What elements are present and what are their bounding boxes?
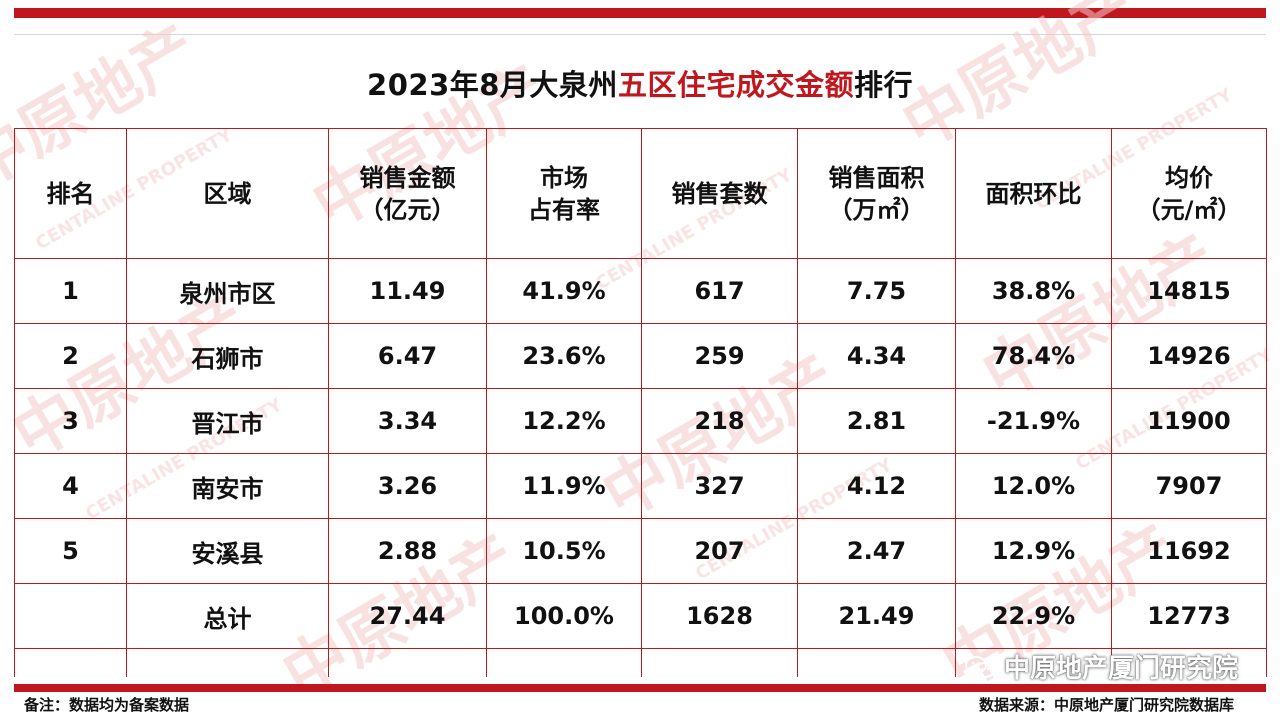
title-highlight: 五区住宅成交金额	[617, 68, 854, 102]
header-area: 销售面积 （万㎡）	[797, 128, 956, 259]
cell-units: 617	[641, 258, 798, 324]
cell-share: 10.5%	[486, 518, 642, 584]
table-row: 3 晋江市 3.34 12.2% 218 2.81 -21.9% 11900	[14, 388, 1267, 454]
table-row: 5 安溪县 2.88 10.5% 207 2.47 12.9% 11692	[14, 518, 1267, 584]
total-row: 总计 27.44 100.0% 1628 21.49 22.9% 12773	[14, 583, 1267, 649]
cell-region: 石狮市	[126, 323, 329, 389]
cell-region: 南安市	[126, 453, 329, 519]
cell-area: 21.49	[797, 583, 956, 649]
cell-amount: 2.88	[328, 518, 487, 584]
cell-area: 4.34	[797, 323, 956, 389]
cell-share: 41.9%	[486, 258, 642, 324]
cell-price: 11900	[1111, 388, 1267, 454]
table-row: 2 石狮市 6.47 23.6% 259 4.34 78.4% 14926	[14, 323, 1267, 389]
cell-mom: 12.9%	[955, 518, 1112, 584]
cell-region: 安溪县	[126, 518, 329, 584]
footer-source: 数据来源：中原地产厦门研究院数据库	[978, 696, 1234, 714]
cell-amount: 3.26	[328, 453, 487, 519]
cell-units: 259	[641, 323, 798, 389]
cell-units: 327	[641, 453, 798, 519]
cell-rank: 3	[14, 388, 127, 454]
cell-units: 207	[641, 518, 798, 584]
cell-mom: 22.9%	[955, 583, 1112, 649]
header-amount: 销售金额 （亿元）	[328, 128, 487, 259]
header-region: 区域	[126, 128, 329, 259]
table-spacer-row	[14, 648, 1267, 677]
wechat-icon	[964, 655, 995, 678]
cell-region: 总计	[126, 583, 329, 649]
cell-price: 12773	[1111, 583, 1267, 649]
cell-price: 14926	[1111, 323, 1267, 389]
table-row: 1 泉州市区 11.49 41.9% 617 7.75 38.8% 14815	[14, 258, 1267, 324]
cell-share: 12.2%	[486, 388, 642, 454]
cell-region: 泉州市区	[126, 258, 329, 324]
header-mom: 面积环比	[955, 128, 1112, 259]
cell-amount: 27.44	[328, 583, 487, 649]
cell-share: 23.6%	[486, 323, 642, 389]
cell-area: 7.75	[797, 258, 956, 324]
title-prefix: 2023年8月大泉州	[367, 68, 618, 102]
title-suffix: 排行	[853, 68, 913, 102]
cell-mom: 12.0%	[955, 453, 1112, 519]
cell-price: 11692	[1111, 518, 1267, 584]
wechat-account: 中原地产厦门研究院	[1003, 654, 1238, 684]
cell-rank: 1	[14, 258, 127, 324]
cell-amount: 6.47	[328, 323, 487, 389]
cell-rank: 2	[14, 323, 127, 389]
header-price: 均价 （元/㎡）	[1111, 128, 1267, 259]
footer-note: 备注：数据均为备案数据	[24, 696, 190, 714]
header-row: 排名 区域 销售金额 （亿元） 市场 占有率 销售套数 销售面积 （万㎡） 面积环比 …	[14, 128, 1267, 259]
page-title: 2023年8月大泉州五区住宅成交金额排行	[0, 62, 1280, 104]
cell-units: 1628	[641, 583, 798, 649]
header-units: 销售套数	[641, 128, 798, 259]
cell-rank: 5	[14, 518, 127, 584]
ranking-table: 排名 区域 销售金额 （亿元） 市场 占有率 销售套数 销售面积 （万㎡） 面积环比 …	[14, 128, 1267, 677]
cell-area: 2.81	[797, 388, 956, 454]
cell-units: 218	[641, 388, 798, 454]
top-accent-bar	[14, 8, 1266, 18]
cell-mom: -21.9%	[955, 388, 1112, 454]
cell-rank: 4	[14, 453, 127, 519]
cell-region: 晋江市	[126, 388, 329, 454]
cell-price: 7907	[1111, 453, 1267, 519]
cell-mom: 78.4%	[955, 323, 1112, 389]
header-share: 市场 占有率	[486, 128, 642, 259]
table-row: 4 南安市 3.26 11.9% 327 4.12 12.0% 7907	[14, 453, 1267, 519]
header-rank: 排名	[14, 128, 127, 259]
cell-amount: 3.34	[328, 388, 487, 454]
top-divider	[14, 34, 1266, 35]
cell-rank	[14, 583, 127, 649]
cell-share: 11.9%	[486, 453, 642, 519]
cell-price: 14815	[1111, 258, 1267, 324]
wechat-watermark: 中原地产厦门研究院	[964, 648, 1238, 685]
cell-area: 2.47	[797, 518, 956, 584]
cell-share: 100.0%	[486, 583, 642, 649]
cell-mom: 38.8%	[955, 258, 1112, 324]
cell-amount: 11.49	[328, 258, 487, 324]
cell-area: 4.12	[797, 453, 956, 519]
bottom-accent-bar	[14, 684, 1266, 692]
